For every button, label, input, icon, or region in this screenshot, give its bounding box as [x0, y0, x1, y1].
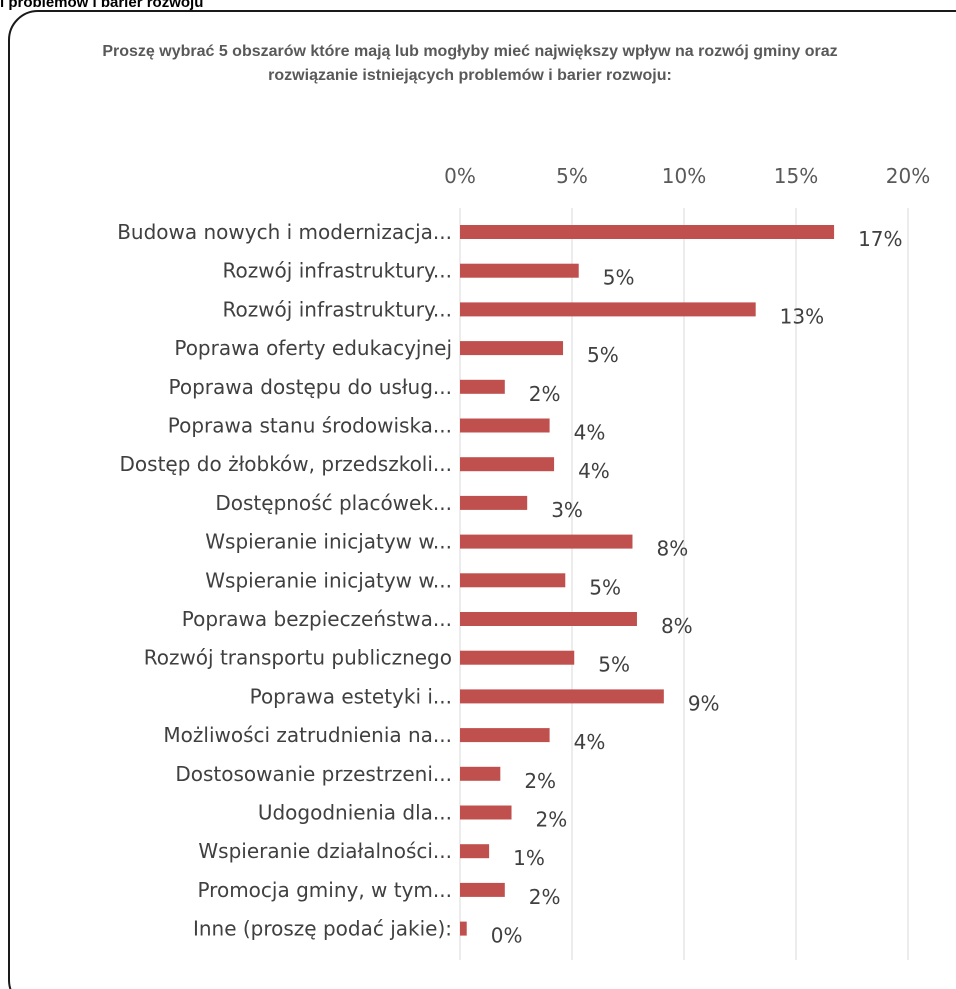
data-label: 0%: [491, 924, 523, 948]
category-label: Poprawa oferty edukacyjnej: [174, 336, 452, 360]
bar: [460, 418, 550, 433]
data-label: 4%: [574, 730, 606, 754]
category-label: Budowa nowych i modernizacja...: [117, 220, 452, 244]
data-label: 5%: [587, 343, 619, 367]
data-label: 17%: [858, 227, 902, 251]
x-tick-label: 15%: [774, 164, 818, 188]
data-label: 13%: [780, 304, 824, 328]
bar: [460, 225, 835, 239]
category-label: Promocja gminy, w tym...: [197, 878, 452, 902]
data-label: 2%: [529, 885, 561, 909]
bar: [460, 805, 512, 820]
data-label: 9%: [688, 691, 720, 715]
x-tick-label: 20%: [886, 164, 930, 188]
category-label: Dostępność placówek...: [215, 491, 452, 515]
data-label: 5%: [603, 266, 635, 290]
bar: [460, 921, 467, 936]
category-label: Inne (proszę podać jakie):: [193, 917, 452, 941]
bar: [460, 457, 555, 472]
category-label: Poprawa bezpieczeństwa...: [182, 607, 452, 631]
bar: [460, 534, 633, 549]
bar: [460, 302, 756, 317]
data-label: 3%: [551, 498, 583, 522]
data-label: 4%: [574, 421, 606, 445]
bar: [460, 341, 564, 356]
category-label: Dostęp do żłobków, przedszkoli...: [120, 452, 452, 476]
data-label: 8%: [656, 537, 688, 561]
category-label: Rozwój transportu publicznego: [144, 646, 452, 670]
category-label: Możliwości zatrudnienia na...: [163, 723, 452, 747]
data-label: 2%: [529, 382, 561, 406]
category-label: Poprawa dostępu do usług...: [169, 375, 452, 399]
x-tick-label: 10%: [662, 164, 706, 188]
bar: [460, 882, 505, 897]
bar: [460, 263, 579, 278]
data-label: 2%: [524, 769, 556, 793]
data-label: 4%: [578, 459, 610, 483]
bar: [460, 495, 528, 510]
bar: [460, 650, 575, 665]
data-label: 2%: [536, 808, 568, 832]
category-label: Dostosowanie przestrzeni...: [175, 762, 452, 786]
chart-title: Proszę wybrać 5 obszarów które mają lub …: [102, 43, 838, 84]
data-label: 5%: [598, 653, 630, 677]
x-tick-label: 5%: [556, 164, 588, 188]
data-label: 8%: [661, 614, 693, 638]
x-tick-label: 0%: [444, 164, 476, 188]
category-label: Wspieranie inicjatyw w...: [205, 530, 452, 554]
category-label: Rozwój infrastruktury...: [222, 297, 452, 321]
bar: [460, 379, 505, 394]
bar: [460, 728, 550, 743]
bar: [460, 766, 501, 781]
bar: [460, 844, 490, 859]
category-label: Udogodnienia dla...: [258, 801, 452, 825]
page-header: i problemów i barier rozwoju: [0, 0, 204, 11]
category-label: Poprawa estetyki i...: [250, 684, 452, 708]
data-label: 5%: [589, 575, 621, 599]
bar: [460, 573, 566, 588]
bar: [460, 612, 637, 626]
category-label: Wspieranie działalności...: [198, 839, 452, 863]
data-label: 1%: [513, 846, 545, 870]
category-label: Wspieranie inicjatyw w...: [205, 568, 452, 592]
bar: [460, 689, 664, 704]
category-label: Poprawa stanu środowiska...: [168, 414, 452, 438]
category-label: Rozwój infrastruktury...: [222, 259, 452, 283]
